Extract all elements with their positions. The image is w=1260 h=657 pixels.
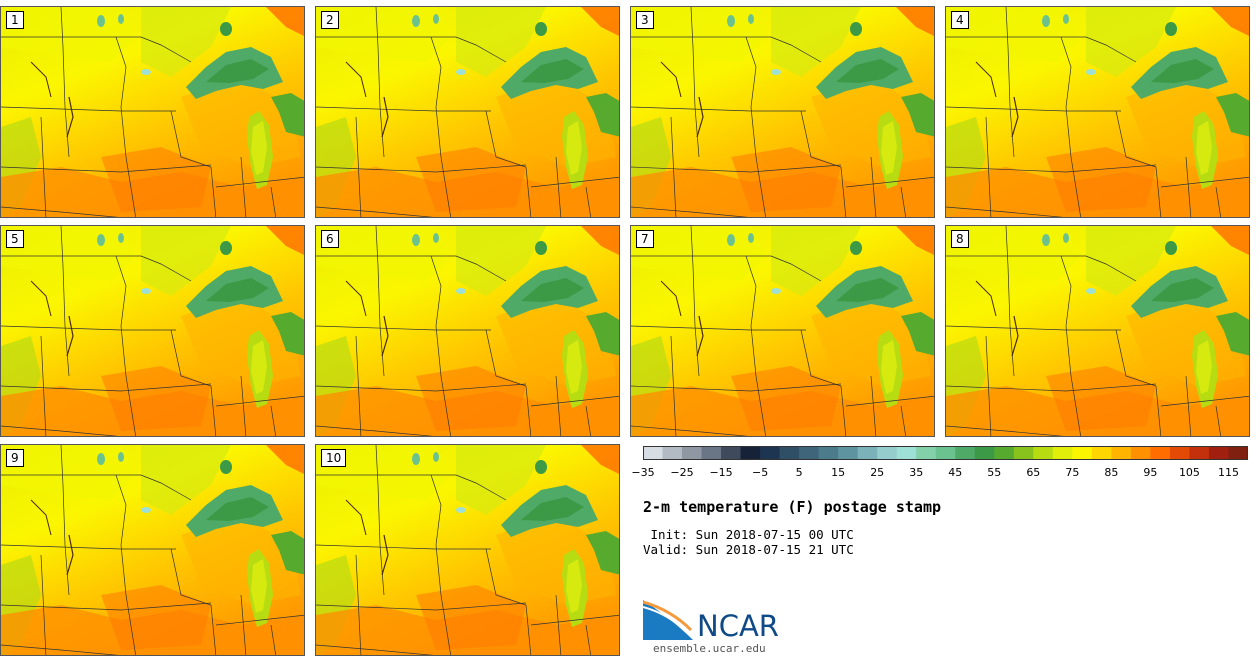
colorbar-tick-label: −25 [670, 466, 694, 479]
colorbar-tick-label: −35 [631, 466, 655, 479]
map-panel-10: 10 [315, 444, 620, 656]
colorbar-swatch [1228, 446, 1248, 460]
map-panel-4: 4 [945, 6, 1250, 218]
map-panel-6: 6 [315, 225, 620, 437]
map-panel-1: 1 [0, 6, 305, 218]
colorbar-swatch [1169, 446, 1190, 460]
colorbar-swatch [1033, 446, 1054, 460]
panel-number-label: 8 [951, 230, 969, 248]
colorbar-swatch [760, 446, 781, 460]
colorbar-tick-label: 95 [1143, 466, 1158, 479]
map-panel-5: 5 [0, 225, 305, 437]
colorbar-swatch [916, 446, 937, 460]
colorbar-swatch [643, 446, 664, 460]
colorbar-tick-label: 25 [870, 466, 885, 479]
colorbar-tick-label: 65 [1026, 466, 1041, 479]
colorbar-tick-label: 75 [1065, 466, 1080, 479]
colorbar-swatch [1072, 446, 1093, 460]
colorbar-swatch [682, 446, 703, 460]
colorbar-swatch [779, 446, 800, 460]
colorbar-tick-label: −15 [709, 466, 733, 479]
map-panel-8: 8 [945, 225, 1250, 437]
panel-number-label: 6 [321, 230, 339, 248]
map-panel-9: 9 [0, 444, 305, 656]
colorbar-swatch [1111, 446, 1132, 460]
colorbar-swatch [799, 446, 820, 460]
map-panel-3: 3 [630, 6, 935, 218]
colorbar-swatch [1091, 446, 1112, 460]
colorbar-swatch [877, 446, 898, 460]
panel-number-label: 10 [321, 449, 347, 467]
colorbar-tick-label: 85 [1104, 466, 1119, 479]
panel-number-label: 9 [6, 449, 24, 467]
colorbar-swatch [1189, 446, 1210, 460]
panel-number-label: 3 [636, 11, 654, 29]
plot-title: 2-m temperature (F) postage stamp [643, 498, 942, 516]
colorbar-tick-label: 115 [1217, 466, 1239, 479]
colorbar-tick-label: 45 [948, 466, 963, 479]
colorbar-tick-label: −5 [751, 466, 769, 479]
map-panel-2: 2 [315, 6, 620, 218]
colorbar-swatch [662, 446, 683, 460]
colorbar-tick-label: 105 [1178, 466, 1200, 479]
colorbar-swatch [935, 446, 956, 460]
colorbar-swatch [1150, 446, 1171, 460]
panel-number-label: 7 [636, 230, 654, 248]
colorbar-swatch [974, 446, 995, 460]
panel-number-label: 4 [951, 11, 969, 29]
colorbar-swatch [1052, 446, 1073, 460]
colorbar-tick-label: 35 [909, 466, 924, 479]
map-panel-7: 7 [630, 225, 935, 437]
panel-number-label: 2 [321, 11, 339, 29]
colorbar-swatch [1208, 446, 1229, 460]
colorbar-swatch [721, 446, 742, 460]
valid-time: Valid: Sun 2018-07-15 21 UTC [643, 542, 854, 557]
colorbar-swatch [857, 446, 878, 460]
colorbar-swatch [1013, 446, 1034, 460]
colorbar-swatch [955, 446, 976, 460]
colorbar-swatch [994, 446, 1015, 460]
colorbar-swatch [896, 446, 917, 460]
colorbar-tick-label: 15 [831, 466, 846, 479]
colorbar-tick-label: 5 [795, 466, 803, 479]
colorbar-swatch [740, 446, 761, 460]
colorbar-swatch [1130, 446, 1151, 460]
panel-number-label: 1 [6, 11, 24, 29]
ncar-logo-text: NCAR [697, 609, 779, 643]
ncar-logo-icon [643, 600, 693, 640]
site-url: ensemble.ucar.edu [653, 642, 766, 655]
panel-number-label: 5 [6, 230, 24, 248]
colorbar-swatch [838, 446, 859, 460]
temperature-colorbar [643, 446, 1248, 460]
colorbar-tick-label: 55 [987, 466, 1002, 479]
colorbar-swatch [701, 446, 722, 460]
colorbar-swatch [818, 446, 839, 460]
init-time: Init: Sun 2018-07-15 00 UTC [643, 527, 854, 542]
